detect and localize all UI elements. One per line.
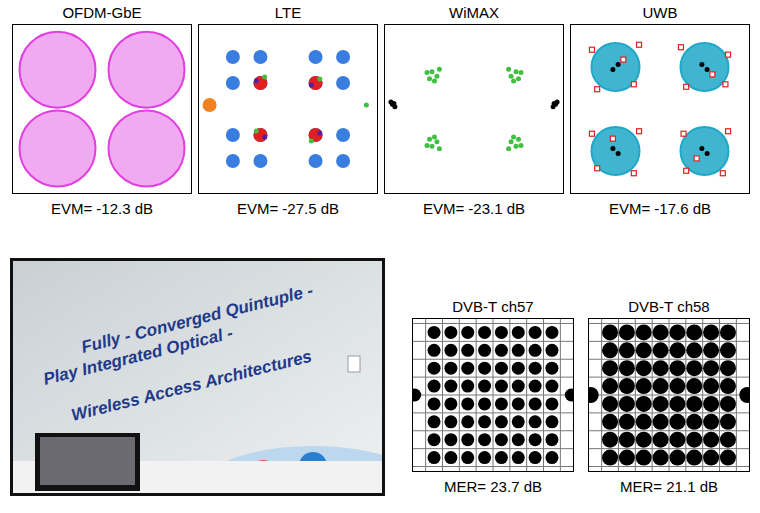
html-text:UWB: UWB: [642, 4, 678, 21]
html-text:EVM= -12.3 dB: EVM= -12.3 dB: [50, 200, 154, 217]
html-text:MER= 23.7 dB: MER= 23.7 dB: [444, 478, 542, 495]
html-text:OFDM-GbE: OFDM-GbE: [62, 4, 142, 21]
html-text:WiMAX: WiMAX: [449, 4, 499, 21]
html-text:EVM= -23.1 dB: EVM= -23.1 dB: [422, 200, 526, 217]
svg-text:Play Integrated Optical -: Play Integrated Optical -: [41, 323, 235, 389]
html-text:DVB-T ch57: DVB-T ch57: [452, 298, 534, 315]
html-text:EVM= -17.6 dB: EVM= -17.6 dB: [608, 200, 712, 217]
svg-text:Wireless Access Architectures: Wireless Access Architectures: [69, 347, 313, 425]
html-text:DVB-T ch58: DVB-T ch58: [628, 298, 710, 315]
html-text:EVM= -27.5 dB: EVM= -27.5 dB: [236, 200, 340, 217]
html-text:MER= 21.1 dB: MER= 21.1 dB: [620, 478, 718, 495]
html-text:LTE: LTE: [274, 4, 302, 21]
svg-text:Fully - Converged Quintuple -: Fully - Converged Quintuple -: [79, 280, 315, 357]
